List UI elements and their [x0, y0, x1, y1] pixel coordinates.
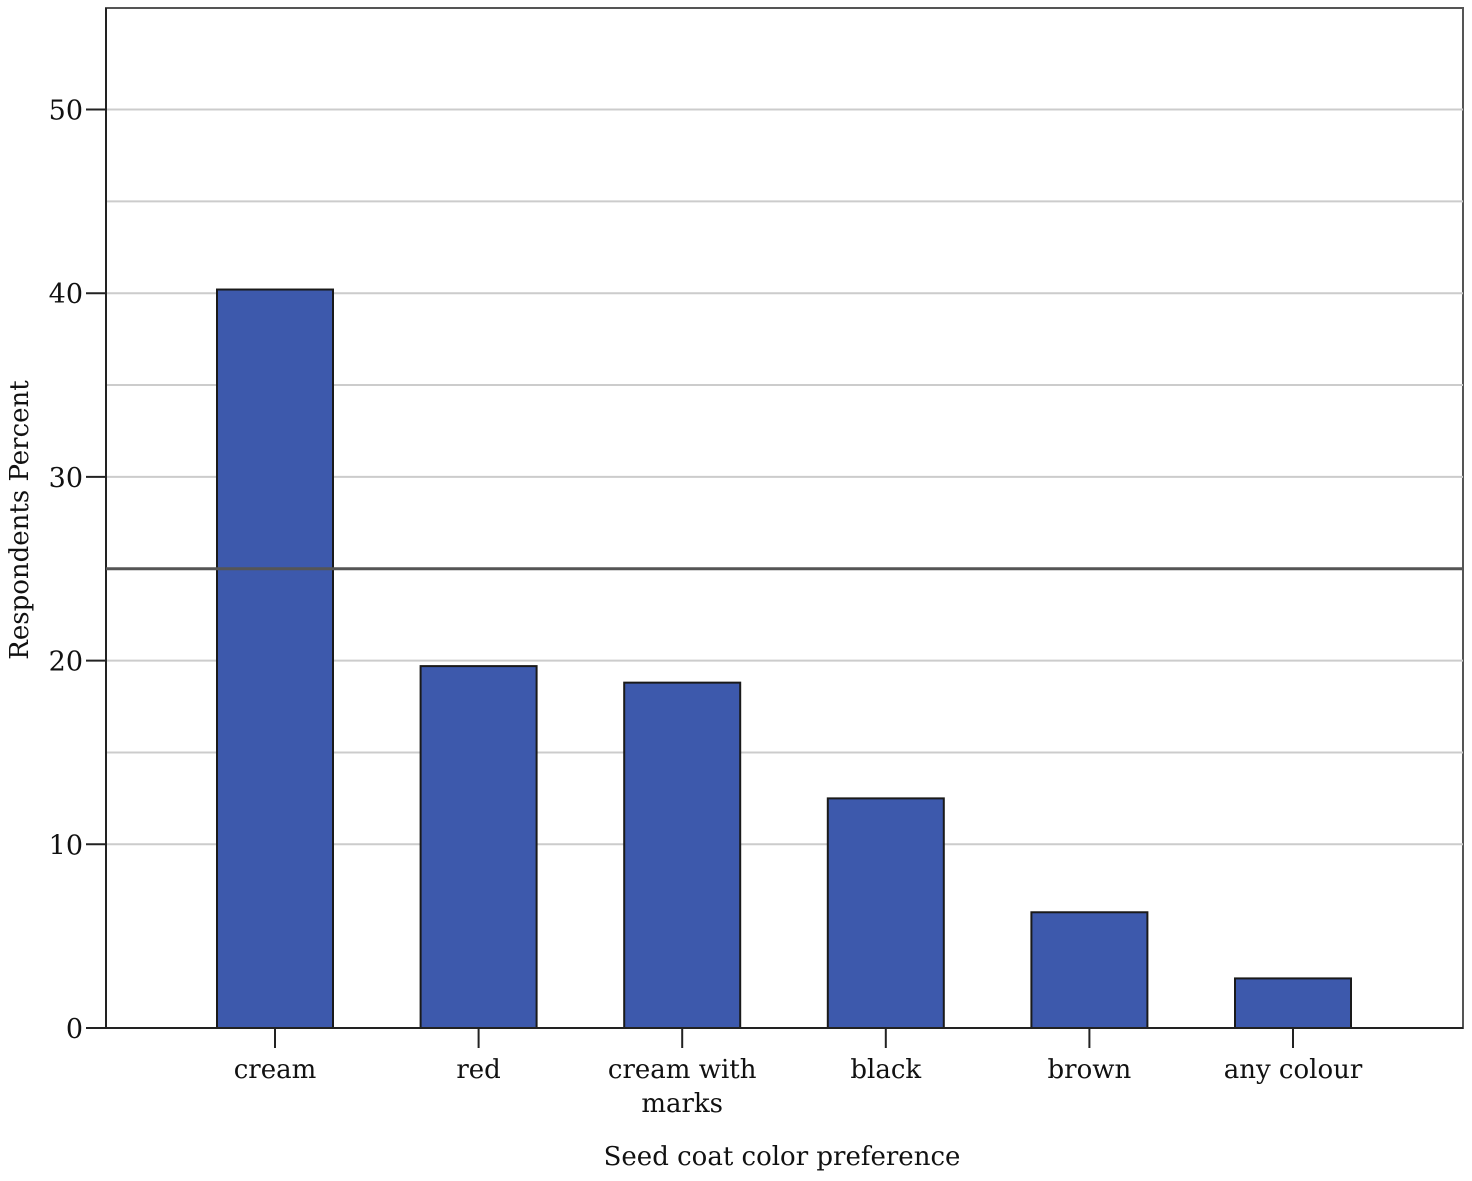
y-tick-label: 0 [66, 1014, 83, 1045]
y-tick-label: 10 [49, 830, 83, 861]
y-axis-ticks: 0 10 20 30 40 50 [49, 96, 106, 1045]
y-tick-label: 40 [49, 279, 83, 310]
x-axis-title: Seed coat color preference [604, 1142, 961, 1172]
y-tick-label: 50 [49, 96, 83, 127]
y-tick-label: 30 [49, 463, 83, 494]
bars [216, 288, 1352, 1030]
x-tick-label: red [456, 1055, 500, 1085]
bar [1030, 911, 1149, 1029]
bar [623, 681, 742, 1029]
x-tick-label: cream with marks [608, 1055, 757, 1119]
y-tick-label: 20 [49, 647, 83, 678]
x-tick-label: brown [1048, 1055, 1132, 1085]
bar [1234, 977, 1352, 1029]
bar [826, 797, 945, 1029]
y-axis-title: Respondents Percent [5, 380, 35, 660]
x-tick-label: black [850, 1055, 921, 1085]
x-tick-label: any colour [1224, 1055, 1363, 1085]
bar [216, 288, 334, 1029]
x-axis-ticks: cream red cream with marks black brown any col… [234, 1028, 1363, 1119]
x-tick-label: cream [234, 1055, 317, 1085]
bar [419, 665, 538, 1030]
